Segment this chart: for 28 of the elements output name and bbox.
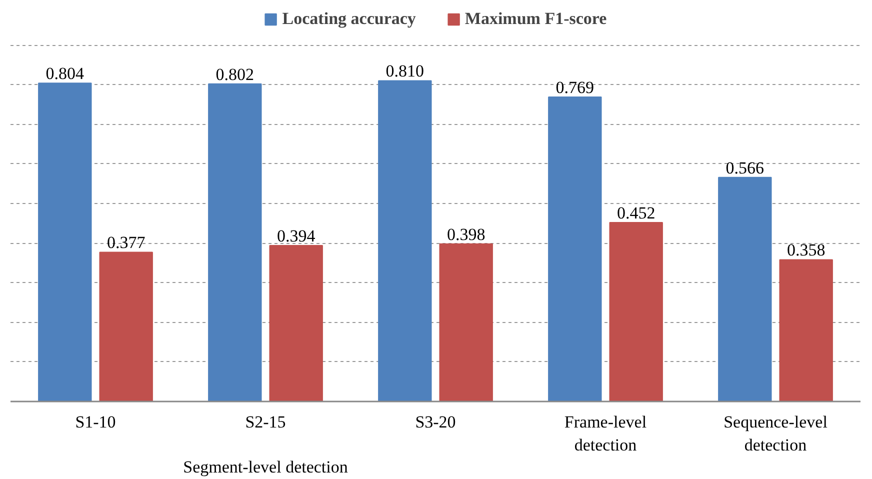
data-label: 0.804	[46, 64, 85, 84]
x-tick-label: Sequence-level detection	[724, 412, 828, 454]
bar	[38, 82, 92, 402]
text: Segment-level detection	[183, 458, 348, 476]
bar	[548, 96, 602, 402]
bar	[99, 252, 153, 402]
legend-label: Maximum F1-score	[464, 9, 607, 29]
x-tick-label: S3-20	[415, 412, 456, 432]
data-label: 0.802	[216, 64, 254, 84]
x-tick-label: S1-10	[75, 412, 116, 432]
bar	[779, 259, 833, 402]
data-label: 0.394	[276, 226, 316, 246]
data-label: 0.810	[386, 62, 424, 81]
bar	[718, 176, 772, 402]
data-label: 0.566	[726, 158, 764, 178]
bar	[269, 244, 323, 402]
data-label: 0.769	[556, 78, 594, 97]
data-label: 0.398	[446, 224, 486, 244]
x-tick-label: S2-15	[245, 412, 286, 432]
bar	[609, 222, 663, 402]
data-label: 0.377	[106, 233, 146, 252]
data-label: 0.452	[616, 204, 656, 223]
x-tick-label: Frame-level detection	[564, 412, 647, 454]
bar	[439, 243, 493, 402]
bar	[208, 83, 262, 402]
legend-label: Locating accuracy	[282, 9, 416, 29]
bar	[378, 80, 432, 402]
data-label: 0.358	[786, 240, 826, 260]
